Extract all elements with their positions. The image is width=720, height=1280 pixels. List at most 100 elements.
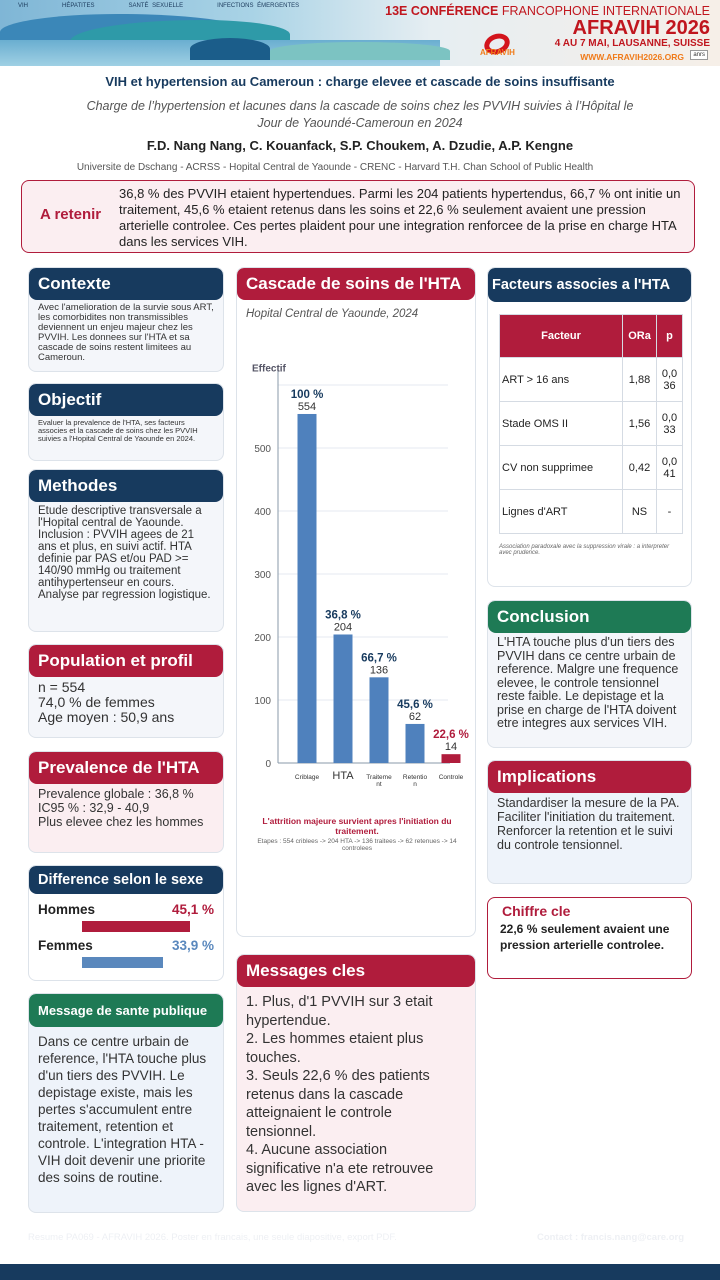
bar-retention — [405, 723, 425, 763]
bar-value-label: 204 — [334, 621, 352, 633]
x-tick-label: Traiteme — [366, 774, 392, 781]
sex-bar-femmes — [82, 957, 164, 968]
chart-subtitle: Hopital Central de Yaounde, 2024 — [246, 308, 419, 320]
hill-graphic — [270, 42, 450, 60]
table-row: Lignes d'ART NS - — [499, 489, 683, 534]
conference-banner: VIH HÉPATITES SANTÉ SEXUELLE INFECTIONS ÉME… — [0, 0, 720, 66]
y-tick-label: 400 — [254, 507, 271, 518]
affiliations: Universite de Dschang - ACRSS - Hopital … — [76, 162, 594, 173]
x-tick-label: nt — [376, 781, 382, 788]
bottom-bar — [0, 1264, 720, 1280]
bar-value-label: 14 — [445, 741, 457, 753]
card-title: Population et profil — [29, 645, 223, 677]
topic: VIH — [18, 3, 29, 9]
sex-bar-hommes — [82, 921, 191, 932]
implications-card: Implications Standardiser la mesure de l… — [487, 760, 692, 884]
poster-subtitle: Charge de l’hypertension et lacunes dans… — [86, 99, 634, 130]
sante-card: Message de sante publique Dans ce centre… — [28, 993, 224, 1213]
cell: Stade OMS II — [499, 401, 623, 446]
bar-percent-label: 100 % — [291, 389, 324, 401]
facteurs-table: Facteur ORa p ART > 16 ans 1,88 0,036 Stade … — [499, 314, 683, 534]
bar-percent-label: 36,8 % — [325, 609, 361, 621]
sexe-card: Difference selon le sexe Hommes 45,1 % Fe… — [28, 865, 224, 981]
message-item: 2. Les hommes etaient plus touches. — [246, 1031, 424, 1066]
prevalence-line: Plus elevee chez les hommes — [38, 815, 204, 829]
bar-value-label: 62 — [409, 711, 421, 723]
card-text: Etude descriptive transversale a l'Hopit… — [38, 505, 211, 601]
anrs-logo: anrs — [690, 50, 708, 60]
hill-graphic — [190, 38, 270, 60]
footer-left: Resume PA069 - AFRAVIH 2026. Poster en f… — [28, 1232, 397, 1243]
sex-label: Femmes — [38, 938, 93, 953]
cascade-card: Cascade de soins de l'HTA Hopital Centra… — [236, 267, 476, 937]
cell: 0,041 — [656, 445, 683, 490]
table-header: ORa — [622, 314, 657, 358]
card-title: Difference selon le sexe — [29, 866, 223, 894]
methodes-card: Methodes Etude descriptive transversale … — [28, 469, 224, 632]
card-title: Messages cles — [237, 955, 475, 987]
event-url: WWW.AFRAVIH2026.ORG — [580, 52, 684, 62]
x-tick-label: Criblage — [295, 774, 320, 781]
banner-topics: VIH HÉPATITES SANTÉ SEXUELLE INFECTIONS ÉME… — [18, 3, 333, 9]
y-tick-label: 0 — [265, 759, 271, 770]
authors: F.D. Nang Nang, C. Kouanfack, S.P. Chouk… — [146, 138, 574, 153]
key-message-label: A retenir — [40, 206, 102, 223]
bar-controle — [441, 754, 461, 763]
bar-value-label: 554 — [298, 401, 316, 413]
cell: 0,036 — [656, 357, 683, 402]
table-header: Facteur — [499, 314, 623, 358]
table-row: ART > 16 ans 1,88 0,036 — [499, 357, 683, 402]
table-header: p — [656, 314, 683, 358]
event-name: AFRAVIH 2026 — [572, 17, 710, 39]
card-title: Objectif — [29, 384, 223, 416]
topic: HÉPATITES — [62, 3, 95, 9]
bar-percent-label: 66,7 % — [361, 652, 397, 664]
bar-percent-label: 22,6 % — [433, 729, 469, 741]
cell: Lignes d'ART — [499, 489, 623, 534]
x-tick-label: Retentio — [403, 774, 428, 781]
message-item: 3. Seuls 22,6 % des patients retenus dan… — [246, 1068, 430, 1140]
facteurs-card: Facteurs associes a l'HTA Facteur ORa p AR… — [487, 267, 692, 587]
y-tick-label: 300 — [254, 570, 271, 581]
table-note: Association paradoxale avec la suppressi… — [499, 544, 670, 556]
conference-rest: FRANCOPHONE INTERNATIONALE — [501, 4, 710, 18]
poster-title: VIH et hypertension au Cameroun : charge… — [105, 74, 615, 89]
y-tick-label: 200 — [254, 633, 271, 644]
card-title: Methodes — [29, 470, 223, 502]
population-card: Population et profil n = 554 74,0 % de f… — [28, 644, 224, 738]
card-text: Avec l'amelioration de la survie sous AR… — [38, 302, 214, 363]
y-axis-label: Effectif — [252, 363, 287, 374]
card-title: Implications — [488, 761, 691, 793]
message-item: 1. Plus, d'1 PVVIH sur 3 etait hypertend… — [246, 994, 433, 1029]
message-item: 4. Aucune association significative n'a … — [246, 1142, 434, 1195]
cell: ART > 16 ans — [499, 357, 623, 402]
conference-line: 13E CONFÉRENCE FRANCOPHONE INTERNATIONAL… — [385, 4, 710, 18]
card-title: Conclusion — [488, 601, 691, 633]
contexte-card: Contexte Avec l'amelioration de la survi… — [28, 267, 224, 372]
y-tick-label: 500 — [254, 444, 271, 455]
card-title: Prevalence de l'HTA — [29, 752, 223, 784]
population-line: Age moyen : 50,9 ans — [38, 709, 175, 725]
conclusion-card: Conclusion L'HTA touche plus d'un tiers … — [487, 600, 692, 748]
chart-steps: Etapes : 554 criblees -> 204 HTA -> 136 … — [257, 838, 457, 852]
bar-traitement — [369, 677, 389, 763]
bar-hta — [333, 634, 353, 763]
bar-percent-label: 45,6 % — [397, 699, 433, 711]
card-title: Cascade de soins de l'HTA — [237, 268, 475, 300]
cell: 0,033 — [656, 401, 683, 446]
key-message-text: 36,8 % des PVVIH etaient hypertendues. P… — [119, 186, 681, 249]
card-text: Dans ce centre urbain de reference, l'HT… — [38, 1034, 207, 1185]
footer-contact: Contact : francis.nang@care.org — [536, 1232, 684, 1243]
cell: 1,88 — [622, 357, 657, 402]
afravih-logo: AFRAVIH — [480, 48, 515, 57]
cell: NS — [622, 489, 657, 534]
bar-value-label: 136 — [370, 664, 388, 676]
cell: CV non supprimee — [499, 445, 623, 490]
y-tick-label: 100 — [254, 696, 271, 707]
card-title: Message de sante publique — [29, 994, 223, 1027]
x-tick-label: Controle — [439, 774, 464, 781]
table-row: CV non supprimee 0,42 0,041 — [499, 445, 683, 490]
objectif-card: Objectif Evaluer la prevalence de l'HTA,… — [28, 383, 224, 461]
cell: 0,42 — [622, 445, 657, 490]
